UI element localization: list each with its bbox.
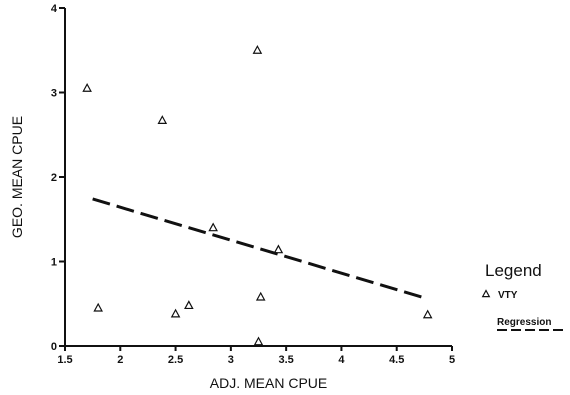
data-point-triangle bbox=[253, 336, 264, 346]
x-tick-label: 1.5 bbox=[57, 354, 72, 366]
legend-regression-label: Regression bbox=[497, 317, 551, 328]
y-tick-label: 4 bbox=[51, 3, 58, 15]
axes: 0 1 2 3 4 1.5 2 2.5 3 3.5 4 4.5 5 bbox=[51, 3, 455, 366]
y-tick-label: 3 bbox=[51, 88, 57, 100]
legend-title: Legend bbox=[485, 261, 542, 280]
y-tick-label: 1 bbox=[51, 257, 57, 269]
data-point-triangle bbox=[170, 308, 181, 318]
x-tick-label: 3.5 bbox=[278, 354, 293, 366]
data-point-triangle bbox=[208, 222, 218, 232]
legend: Legend VTY Regression bbox=[481, 261, 566, 331]
data-point-triangle bbox=[273, 244, 284, 254]
x-tick-label: 2.5 bbox=[168, 354, 183, 366]
data-points bbox=[82, 44, 433, 346]
y-tick-label: 0 bbox=[51, 341, 57, 353]
y-ticks: 0 1 2 3 4 bbox=[51, 3, 65, 353]
x-tick-label: 2 bbox=[117, 354, 123, 366]
y-tick-label: 2 bbox=[51, 172, 57, 184]
x-tick-label: 3 bbox=[228, 354, 234, 366]
data-point-triangle bbox=[93, 302, 103, 312]
x-tick-label: 4 bbox=[338, 354, 345, 366]
data-point-triangle bbox=[184, 300, 194, 310]
legend-series-label: VTY bbox=[498, 290, 518, 301]
data-point-triangle bbox=[252, 44, 263, 54]
x-ticks: 1.5 2 2.5 3 3.5 4 4.5 5 bbox=[57, 346, 455, 366]
data-point-triangle bbox=[422, 309, 433, 319]
data-point-triangle bbox=[82, 83, 92, 92]
data-point-triangle bbox=[157, 115, 168, 124]
x-tick-label: 4.5 bbox=[389, 354, 404, 366]
x-tick-label: 5 bbox=[449, 354, 455, 366]
legend-marker-triangle-icon bbox=[481, 289, 491, 298]
regression-line bbox=[92, 197, 425, 300]
data-point-triangle bbox=[255, 291, 266, 301]
y-axis-title: GEO. MEAN CPUE bbox=[9, 116, 25, 238]
x-axis-title: ADJ. MEAN CPUE bbox=[210, 375, 327, 391]
